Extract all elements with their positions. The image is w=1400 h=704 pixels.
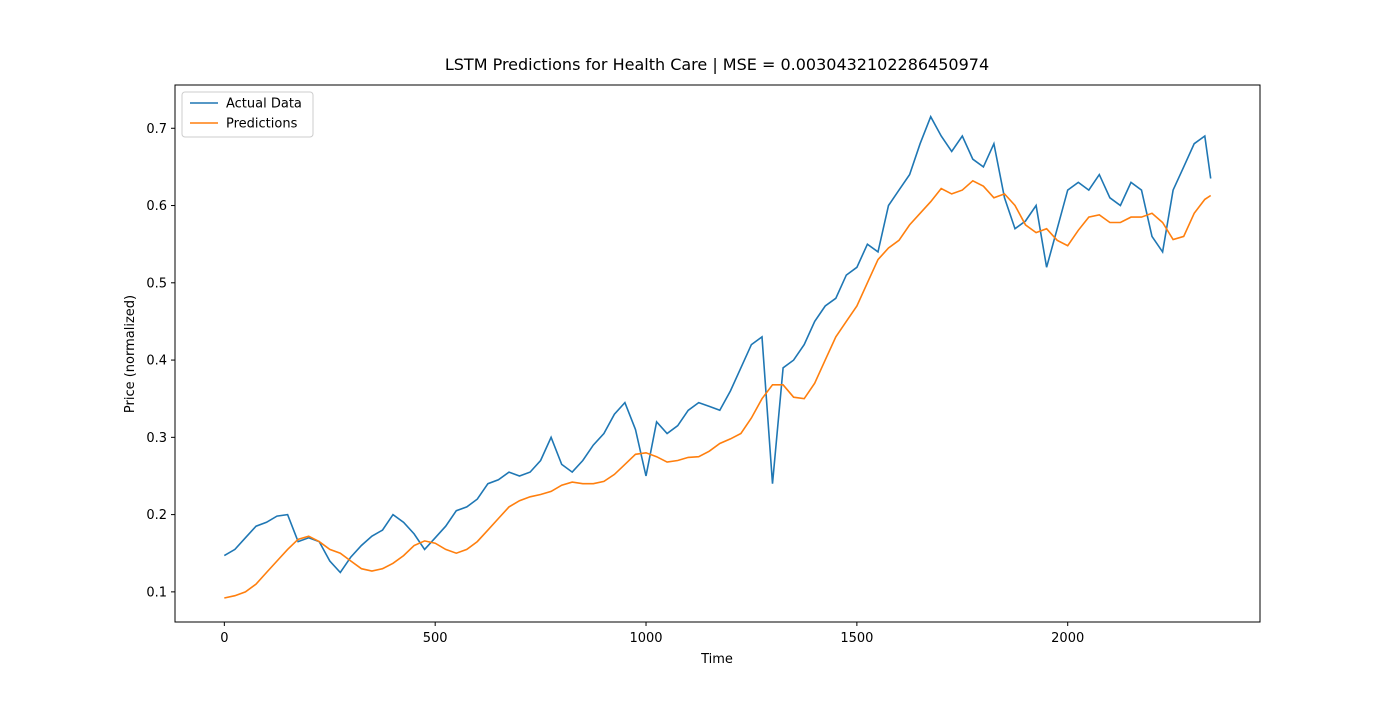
y-axis-label: Price (normalized) — [123, 295, 138, 413]
x-tick-label: 1500 — [840, 631, 873, 646]
legend-label: Actual Data — [226, 97, 302, 112]
y-tick-label: 0.4 — [146, 354, 167, 369]
x-tick-label: 1000 — [629, 631, 662, 646]
plot-frame — [174, 84, 1261, 623]
data-line — [223, 114, 1212, 574]
legend: Actual Data Predictions — [181, 91, 314, 138]
chart-title: LSTM Predictions for Health Care | MSE =… — [445, 55, 989, 74]
y-tick-label: 0.2 — [146, 508, 167, 523]
x-tick-label: 2000 — [1051, 631, 1084, 646]
x-tick-label: 500 — [423, 631, 448, 646]
x-axis-label: Time — [700, 652, 733, 667]
y-tick-label: 0.3 — [146, 431, 167, 446]
x-tick-label: 0 — [220, 631, 228, 646]
legend-label: Predictions — [226, 117, 298, 132]
y-tick-label: 0.6 — [146, 199, 167, 214]
y-tick-label: 0.1 — [146, 585, 167, 600]
data-line — [224, 179, 1212, 599]
y-tick-label: 0.5 — [146, 276, 167, 291]
y-tick-label: 0.7 — [146, 122, 167, 137]
